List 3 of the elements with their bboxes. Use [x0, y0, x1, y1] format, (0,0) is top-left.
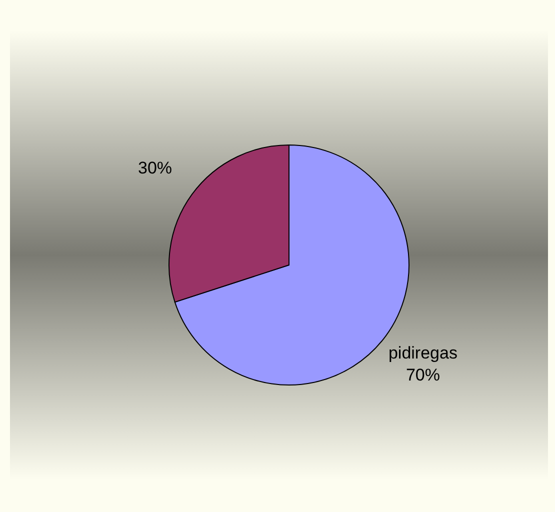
data-label: 30%: [138, 158, 172, 178]
data-label: 70%: [406, 365, 440, 384]
slice-label: pidiregas: [388, 343, 458, 362]
